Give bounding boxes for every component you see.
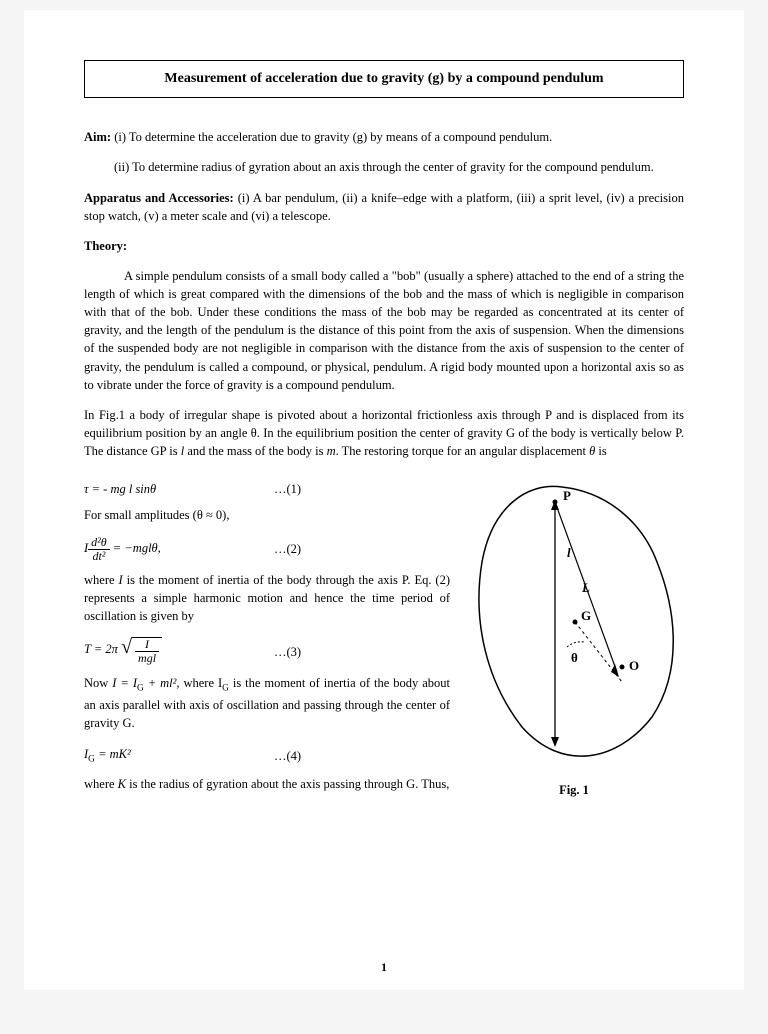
- label-g: G: [581, 608, 591, 623]
- line-pg: [555, 502, 617, 672]
- aim-line-2: (ii) To determine radius of gyration abo…: [114, 158, 684, 176]
- eq-1: τ = - mg l sinθ …(1): [84, 480, 450, 498]
- eq3-frac-den: mgl: [135, 652, 159, 665]
- eq3-body: T = 2π √ Imgl: [84, 637, 244, 666]
- small-amp: For small amplitudes (θ ≈ 0),: [84, 506, 450, 524]
- p3-a: where: [84, 573, 118, 587]
- p4-a: Now: [84, 676, 112, 690]
- p2-c: . The restoring torque for an angular di…: [336, 444, 590, 458]
- label-p: P: [563, 488, 571, 503]
- theory-p3: where I is the moment of inertia of the …: [84, 571, 450, 625]
- p2-d: is: [595, 444, 606, 458]
- title-box: Measurement of acceleration due to gravi…: [84, 60, 684, 98]
- p4-eq: I = I: [112, 676, 137, 690]
- label-o: O: [629, 658, 639, 673]
- eq3-frac-num: I: [135, 638, 159, 652]
- apparatus-para: Apparatus and Accessories: (i) A bar pen…: [84, 189, 684, 225]
- figure-1: P l L G O θ: [467, 472, 682, 772]
- p4-G2: G: [222, 684, 229, 694]
- eq3-T: T = 2π: [84, 642, 118, 656]
- p5-a: where: [84, 777, 118, 791]
- eq2-num: …(2): [274, 540, 301, 558]
- two-column: τ = - mg l sinθ …(1) For small amplitude…: [84, 472, 684, 805]
- eq4-b: = mK²: [95, 747, 131, 761]
- p4-plus: + ml²: [144, 676, 177, 690]
- eq2-den-frac: dt²: [88, 550, 110, 563]
- eq3-radicand: Imgl: [132, 637, 162, 666]
- aim-i: (i) To determine the acceleration due to…: [114, 130, 552, 144]
- eq-2: Id²θdt² = −mglθ, …(2): [84, 536, 450, 562]
- eq2-body: Id²θdt² = −mglθ,: [84, 536, 244, 562]
- figure-caption: Fig. 1: [464, 781, 684, 799]
- eq3-frac: Imgl: [135, 638, 159, 664]
- point-o: [619, 665, 624, 670]
- label-l: l: [567, 545, 571, 560]
- theory-label-line: Theory:: [84, 237, 684, 255]
- theta-arc: [567, 642, 585, 647]
- doc-title: Measurement of acceleration due to gravi…: [164, 71, 603, 86]
- theory-label: Theory:: [84, 239, 127, 253]
- aim-label: Aim:: [84, 130, 111, 144]
- p2-b: and the mass of the body is: [184, 444, 326, 458]
- eq4-G: G: [88, 754, 95, 764]
- eq4-body: IG = mK²: [84, 745, 244, 767]
- aim-line-1: Aim: (i) To determine the acceleration d…: [84, 128, 684, 146]
- p5-b: is the radius of gyration about the axis…: [126, 777, 449, 791]
- theory-p5: where K is the radius of gyration about …: [84, 775, 450, 793]
- eq-4: IG = mK² …(4): [84, 745, 450, 767]
- eq1-num: …(1): [274, 480, 301, 498]
- page-number: 1: [24, 959, 744, 976]
- label-theta: θ: [571, 650, 578, 665]
- theory-p4: Now I = IG + ml², where IG is the moment…: [84, 674, 450, 732]
- eq1-body: τ = - mg l sinθ: [84, 480, 244, 498]
- eq2-num-frac: d²θ: [88, 536, 110, 550]
- eq2-frac: d²θdt²: [88, 536, 110, 562]
- left-column: τ = - mg l sinθ …(1) For small amplitude…: [84, 472, 464, 805]
- eq2-rhs: = −mglθ,: [110, 541, 161, 555]
- theory-p1: A simple pendulum consists of a small bo…: [84, 267, 684, 394]
- apparatus-label: Apparatus and Accessories:: [84, 191, 234, 205]
- p5-K: K: [118, 777, 126, 791]
- theory-p2: In Fig.1 a body of irregular shape is pi…: [84, 406, 684, 460]
- p3-b: is the moment of inertia of the body thr…: [84, 573, 450, 623]
- p4-G: G: [137, 684, 144, 694]
- arrow-o-icon: [611, 664, 619, 677]
- p4-b: , where I: [176, 676, 222, 690]
- arrow-down-icon: [551, 737, 559, 747]
- eq1-text: τ = - mg l sinθ: [84, 482, 156, 496]
- eq3-sqrt: √ Imgl: [121, 637, 162, 666]
- eq-3: T = 2π √ Imgl …(3): [84, 637, 450, 666]
- p2-m: m: [327, 444, 336, 458]
- eq4-num: …(4): [274, 747, 301, 765]
- sqrt-icon: √: [121, 637, 132, 657]
- right-column: P l L G O θ: [464, 472, 684, 805]
- eq3-num: …(3): [274, 643, 301, 661]
- page: Measurement of acceleration due to gravi…: [24, 10, 744, 990]
